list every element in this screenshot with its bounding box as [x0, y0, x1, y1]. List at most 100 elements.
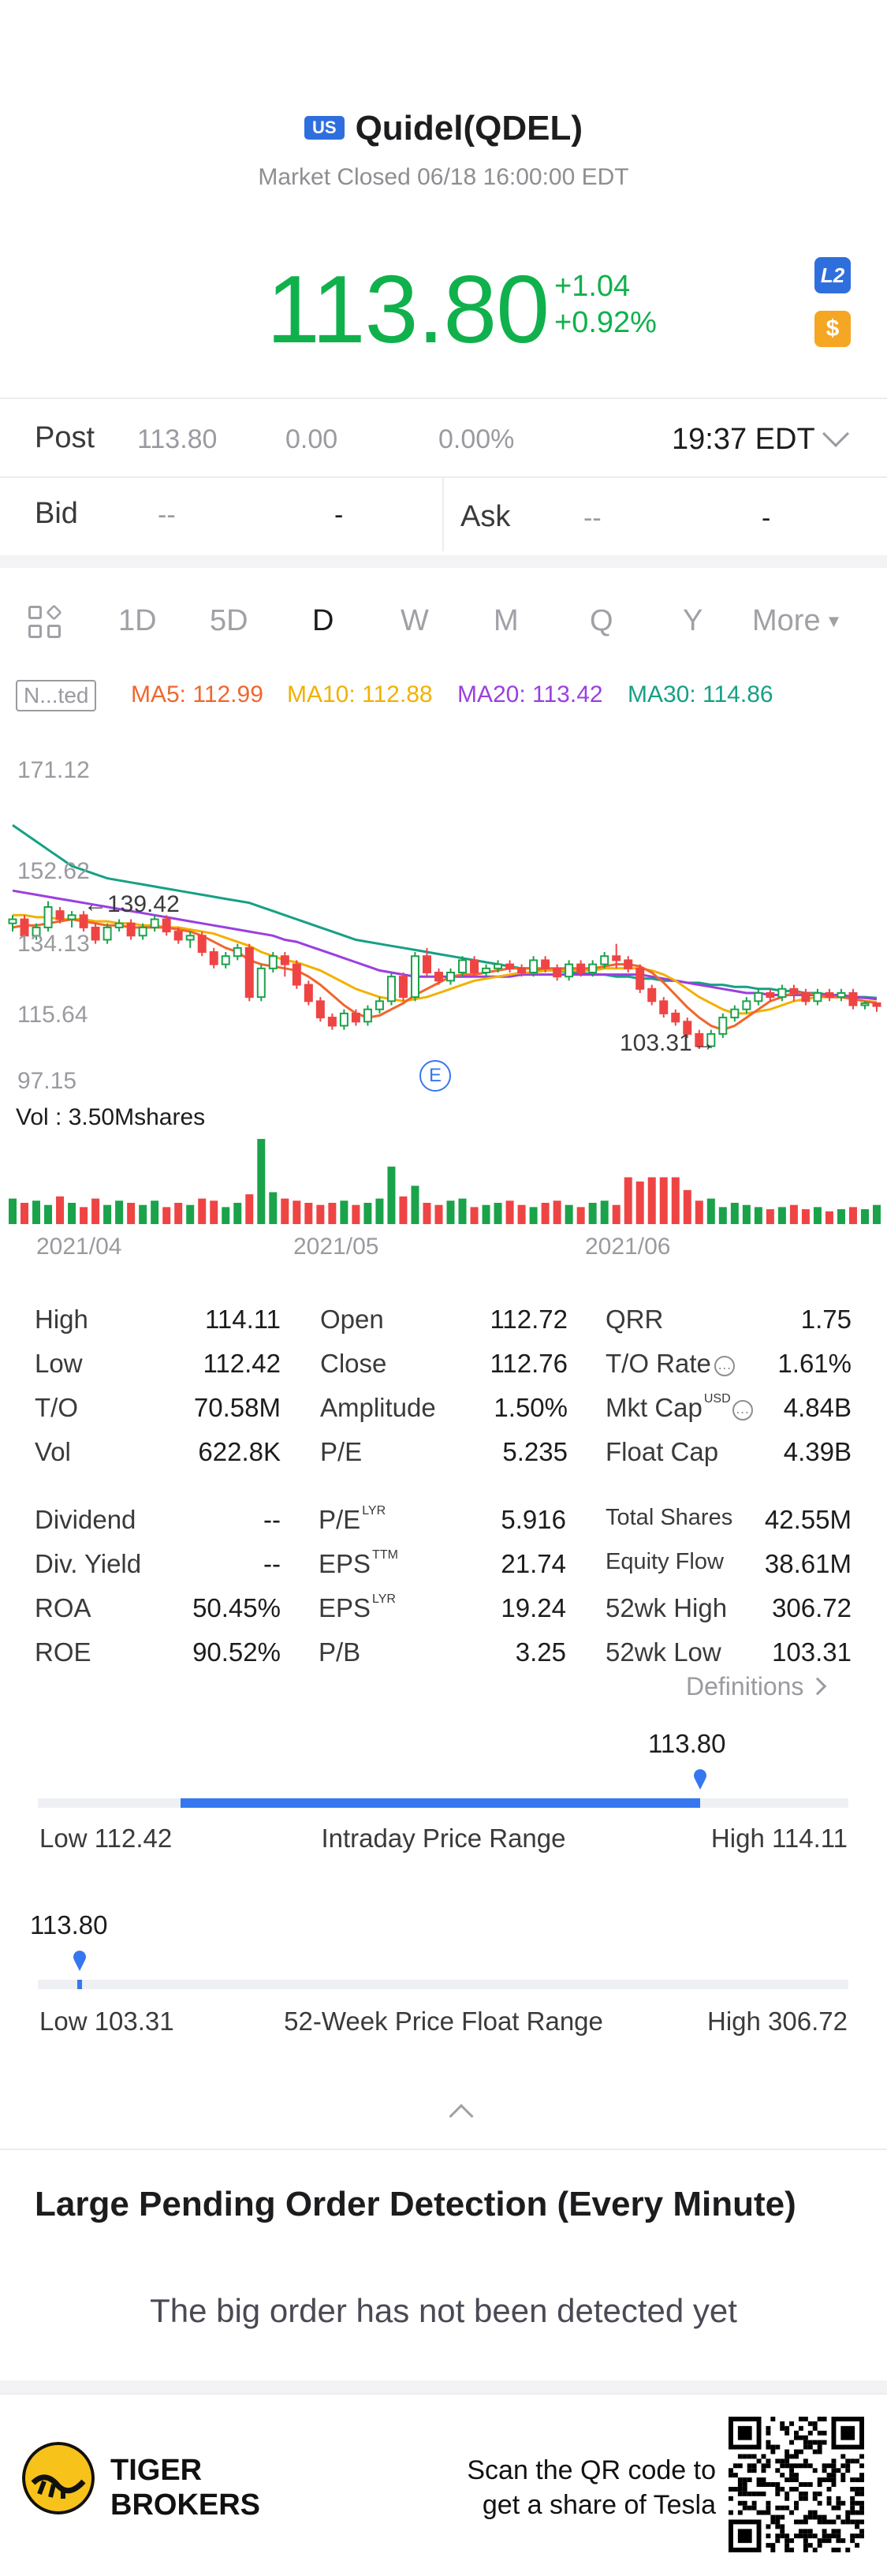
candle: [268, 952, 278, 973]
volume-bar: [423, 1203, 431, 1224]
tab-1d[interactable]: 1D: [118, 604, 157, 637]
definitions-link[interactable]: Definitions: [686, 1672, 827, 1701]
qr-code-icon[interactable]: [729, 2417, 864, 2552]
volume-bar: [245, 1194, 254, 1224]
volume-bar: [482, 1204, 490, 1224]
bid-size: -: [334, 500, 344, 530]
stats-col-6: Total Shares 42.55M Equity Flow 38.61M 52w…: [606, 1505, 852, 1682]
volume-bar: [387, 1167, 396, 1224]
volume-bar: [139, 1204, 147, 1224]
tab-m[interactable]: M: [494, 604, 519, 637]
volume-bar: [848, 1207, 857, 1224]
x-tick-label: 2021/05: [293, 1234, 379, 1260]
section-gap: [0, 555, 887, 568]
tab-more-label: More: [752, 604, 821, 637]
more-info-icon[interactable]: …: [714, 1356, 735, 1376]
dollar-icon[interactable]: $: [814, 311, 851, 347]
stat-amplitude: Amplitude 1.50%: [320, 1393, 568, 1422]
volume-bar: [873, 1204, 881, 1224]
stat-high: High 114.11: [35, 1305, 281, 1334]
volume-bar: [281, 1198, 289, 1224]
volume-bar: [9, 1198, 17, 1224]
candle: [600, 952, 609, 969]
volume-bar: [659, 1177, 668, 1224]
candle: [434, 968, 443, 985]
volume-bar: [198, 1198, 207, 1224]
candle: [209, 947, 218, 969]
chart-layout-icon[interactable]: [28, 604, 63, 640]
stat-float-cap: Float Cap 4.39B: [606, 1437, 852, 1466]
volume-bar: [801, 1209, 810, 1224]
last-price: 113.80: [266, 256, 550, 363]
price-change-percent: +0.92%: [554, 306, 657, 339]
candle: [422, 947, 431, 977]
stat-pe-lyr: P/E LYR 5.916: [319, 1504, 566, 1534]
stat-dividend: Dividend --: [35, 1505, 281, 1534]
volume-bar: [494, 1203, 502, 1224]
candle: [339, 1009, 348, 1030]
tab-w[interactable]: W: [401, 604, 429, 637]
volume-bar: [635, 1182, 644, 1224]
candle: [20, 915, 29, 940]
stat-equity-flow: Equity Flow 38.61M: [606, 1549, 852, 1578]
chevron-down-icon[interactable]: [822, 420, 849, 447]
volume-bar: [789, 1204, 798, 1224]
pending-order-message: The big order has not been detected yet: [150, 2292, 737, 2329]
volume-bar: [186, 1204, 195, 1224]
adjustment-toggle[interactable]: N...ted: [16, 680, 97, 711]
candle: [647, 984, 657, 1006]
candle: [718, 1013, 728, 1039]
stat-52wk-low: 52wk Low 103.31: [606, 1637, 852, 1667]
bid-ask-separator: [442, 477, 444, 551]
candle: [777, 984, 787, 1002]
volume-chart: [9, 1139, 881, 1224]
tab-d[interactable]: D: [312, 604, 334, 637]
ma30-value: MA30: 114.86: [628, 681, 773, 707]
tab-5d[interactable]: 5D: [210, 604, 248, 637]
tab-y[interactable]: Y: [683, 604, 703, 637]
candle: [458, 956, 468, 977]
stock-title: US Quidel(QDEL): [0, 109, 887, 148]
tab-more[interactable]: More ▼: [752, 604, 842, 638]
pending-order-title: Large Pending Order Detection (Every Min…: [35, 2185, 796, 2223]
volume-bar: [754, 1207, 762, 1224]
volume-bar: [860, 1209, 869, 1224]
collapse-icon[interactable]: [449, 2104, 474, 2129]
candle: [351, 1009, 360, 1026]
volume-bar: [517, 1204, 526, 1224]
stat-low: Low 112.42: [35, 1349, 281, 1378]
volume-bar: [304, 1203, 313, 1224]
volume-bar: [68, 1203, 76, 1224]
x-tick-label: 2021/04: [36, 1234, 122, 1260]
low-annotation: 103.31→: [620, 1030, 716, 1056]
ask-label: Ask: [460, 500, 511, 533]
divider: [0, 2149, 887, 2150]
candle: [79, 911, 88, 932]
tiger-brokers-logo-icon: [22, 2442, 95, 2514]
candle: [565, 960, 574, 981]
volume-bar: [446, 1200, 455, 1224]
candle: [671, 1009, 680, 1026]
stat-qrr: QRR 1.75: [606, 1305, 852, 1334]
tab-q[interactable]: Q: [590, 604, 613, 637]
more-info-icon[interactable]: …: [732, 1400, 753, 1421]
divider: [0, 398, 887, 399]
volume-bar: [612, 1204, 621, 1224]
volume-bar: [576, 1207, 585, 1224]
level2-icon[interactable]: L2: [814, 257, 851, 293]
volume-bar: [162, 1207, 171, 1224]
candle: [789, 984, 799, 1002]
earnings-marker[interactable]: E: [419, 1060, 451, 1092]
volume-bar: [174, 1203, 183, 1224]
volume-bar: [20, 1203, 29, 1224]
stat-volume: Vol 622.8K: [35, 1437, 281, 1466]
candle: [304, 980, 313, 1006]
candlestick-chart[interactable]: [0, 749, 887, 1104]
volume-bar: [210, 1200, 218, 1224]
candle: [244, 943, 254, 1002]
stats-col-2: Open 112.72 Close 112.76 Amplitude 1.50% P/…: [320, 1305, 568, 1481]
volume-bar: [695, 1200, 703, 1224]
y-tick-label: 115.64: [17, 1002, 88, 1028]
candle: [541, 956, 550, 973]
ma10-value: MA10: 112.88: [287, 681, 433, 707]
